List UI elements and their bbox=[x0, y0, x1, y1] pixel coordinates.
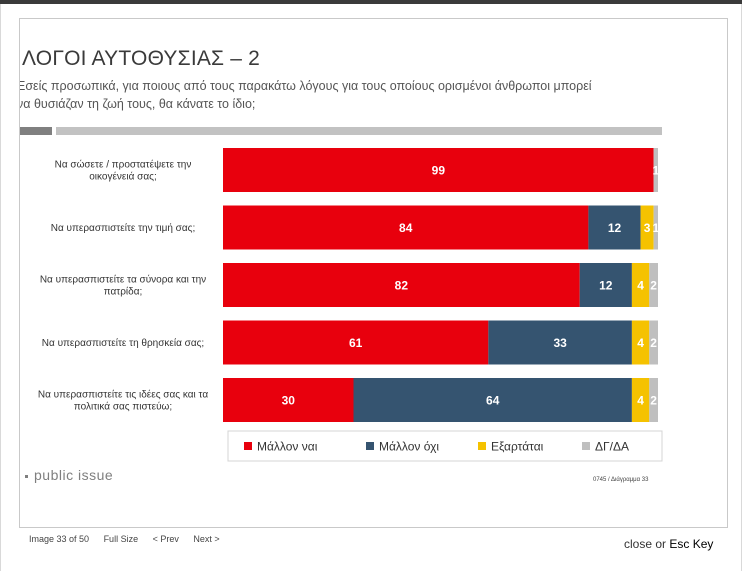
data-label: 84 bbox=[399, 221, 413, 235]
image-counter: Image 33 of 50 bbox=[29, 534, 90, 544]
slide-subtitle-line-2: να θυσιάζαν τη ζωή τους, θα κάνατε το ίδ… bbox=[19, 97, 256, 111]
chart-code: 0745 / Διάγραμμα 33 bbox=[593, 477, 649, 483]
esc-key-link[interactable]: Esc Key bbox=[669, 537, 714, 551]
data-label: 2 bbox=[650, 279, 657, 293]
full-size-link[interactable]: Full Size bbox=[103, 534, 139, 544]
data-label: 1 bbox=[652, 221, 659, 235]
legend-label: ΔΓ/ΔΑ bbox=[595, 440, 629, 454]
category-label: οικογένειά σας; bbox=[89, 171, 156, 183]
data-label: 99 bbox=[432, 164, 446, 178]
legend-swatch bbox=[582, 442, 590, 450]
bar-segment bbox=[223, 148, 654, 192]
bar-segment bbox=[588, 205, 641, 250]
bar-segment bbox=[640, 205, 654, 250]
category-label: Να υπερασπιστείτε τη θρησκεία σας; bbox=[42, 337, 204, 349]
bar-segment bbox=[653, 205, 658, 250]
data-label: 33 bbox=[553, 336, 567, 350]
category-label: πολιτικά σας πιστεύω; bbox=[74, 401, 172, 413]
bar-segment bbox=[223, 378, 354, 422]
category-label: πατρίδα; bbox=[104, 286, 143, 298]
top-bar bbox=[0, 0, 742, 4]
bar-segment bbox=[223, 205, 589, 250]
bar-segment bbox=[223, 263, 580, 307]
data-label: 2 bbox=[650, 336, 657, 350]
close-or-text: or bbox=[655, 537, 667, 551]
bar-segment bbox=[653, 148, 658, 192]
bar-segment bbox=[353, 378, 632, 422]
bar-segment bbox=[631, 263, 650, 307]
bar-segment bbox=[631, 378, 650, 422]
bar-segment bbox=[488, 320, 632, 365]
legend-swatch bbox=[478, 442, 486, 450]
data-label: 61 bbox=[349, 336, 363, 350]
data-label: 4 bbox=[637, 336, 644, 350]
prev-link[interactable]: < Prev bbox=[152, 534, 179, 544]
data-label: 82 bbox=[395, 279, 409, 293]
category-label: Να σώσετε / προστατέψετε την bbox=[55, 159, 192, 171]
next-link[interactable]: Next > bbox=[193, 534, 220, 544]
data-label: 4 bbox=[637, 279, 644, 293]
slide-subtitle-line-1: Εσείς προσωπικά, για ποιους από τους παρ… bbox=[19, 79, 592, 93]
viewer-navigation: Image 33 of 50 Full Size < Prev Next > bbox=[29, 534, 232, 544]
close-link[interactable]: close bbox=[624, 537, 653, 551]
data-label: 4 bbox=[637, 394, 644, 408]
legend-label: Μάλλον ναι bbox=[257, 440, 318, 454]
legend-label: Μάλλον όχι bbox=[379, 440, 439, 454]
slide-title: ΛΟΓΟΙ ΑΥΤΟΘΥΣΙΑΣ – 2 bbox=[22, 47, 261, 70]
bar-segment bbox=[649, 378, 658, 422]
data-label: 64 bbox=[486, 394, 500, 408]
category-label: Να υπερασπιστείτε τις ιδέες σας και τα bbox=[38, 389, 208, 401]
bar-segment bbox=[649, 320, 658, 365]
bar-segment bbox=[631, 320, 650, 365]
bar-segment bbox=[223, 320, 489, 365]
slide-image: ΛΟΓΟΙ ΑΥΤΟΘΥΣΙΑΣ – 2 Εσείς προσωπικά, γι… bbox=[19, 18, 728, 528]
data-label: 12 bbox=[608, 221, 622, 235]
decorative-bar-right bbox=[56, 127, 662, 135]
close-hint: close or Esc Key bbox=[624, 537, 713, 551]
legend-swatch bbox=[244, 442, 252, 450]
legend-label: Εξαρτάται bbox=[491, 440, 544, 454]
logo-text: public issue bbox=[34, 467, 114, 483]
bar-segment bbox=[579, 263, 632, 307]
data-label: 12 bbox=[599, 279, 613, 293]
decorative-bar-left bbox=[20, 127, 52, 135]
image-viewer: ΛΟΓΟΙ ΑΥΤΟΘΥΣΙΑΣ – 2 Εσείς προσωπικά, γι… bbox=[0, 4, 742, 571]
bar-segment bbox=[649, 263, 658, 307]
data-label: 2 bbox=[650, 394, 657, 408]
legend-swatch bbox=[366, 442, 374, 450]
data-label: 1 bbox=[652, 164, 659, 178]
public-issue-logo: public issue bbox=[25, 467, 113, 483]
logo-dot bbox=[25, 474, 28, 478]
category-label: Να υπερασπιστείτε τα σύνορα και την bbox=[40, 274, 206, 286]
data-label: 30 bbox=[282, 394, 296, 408]
category-label: Να υπερασπιστείτε την τιμή σας; bbox=[51, 222, 195, 234]
data-label: 3 bbox=[644, 221, 651, 235]
